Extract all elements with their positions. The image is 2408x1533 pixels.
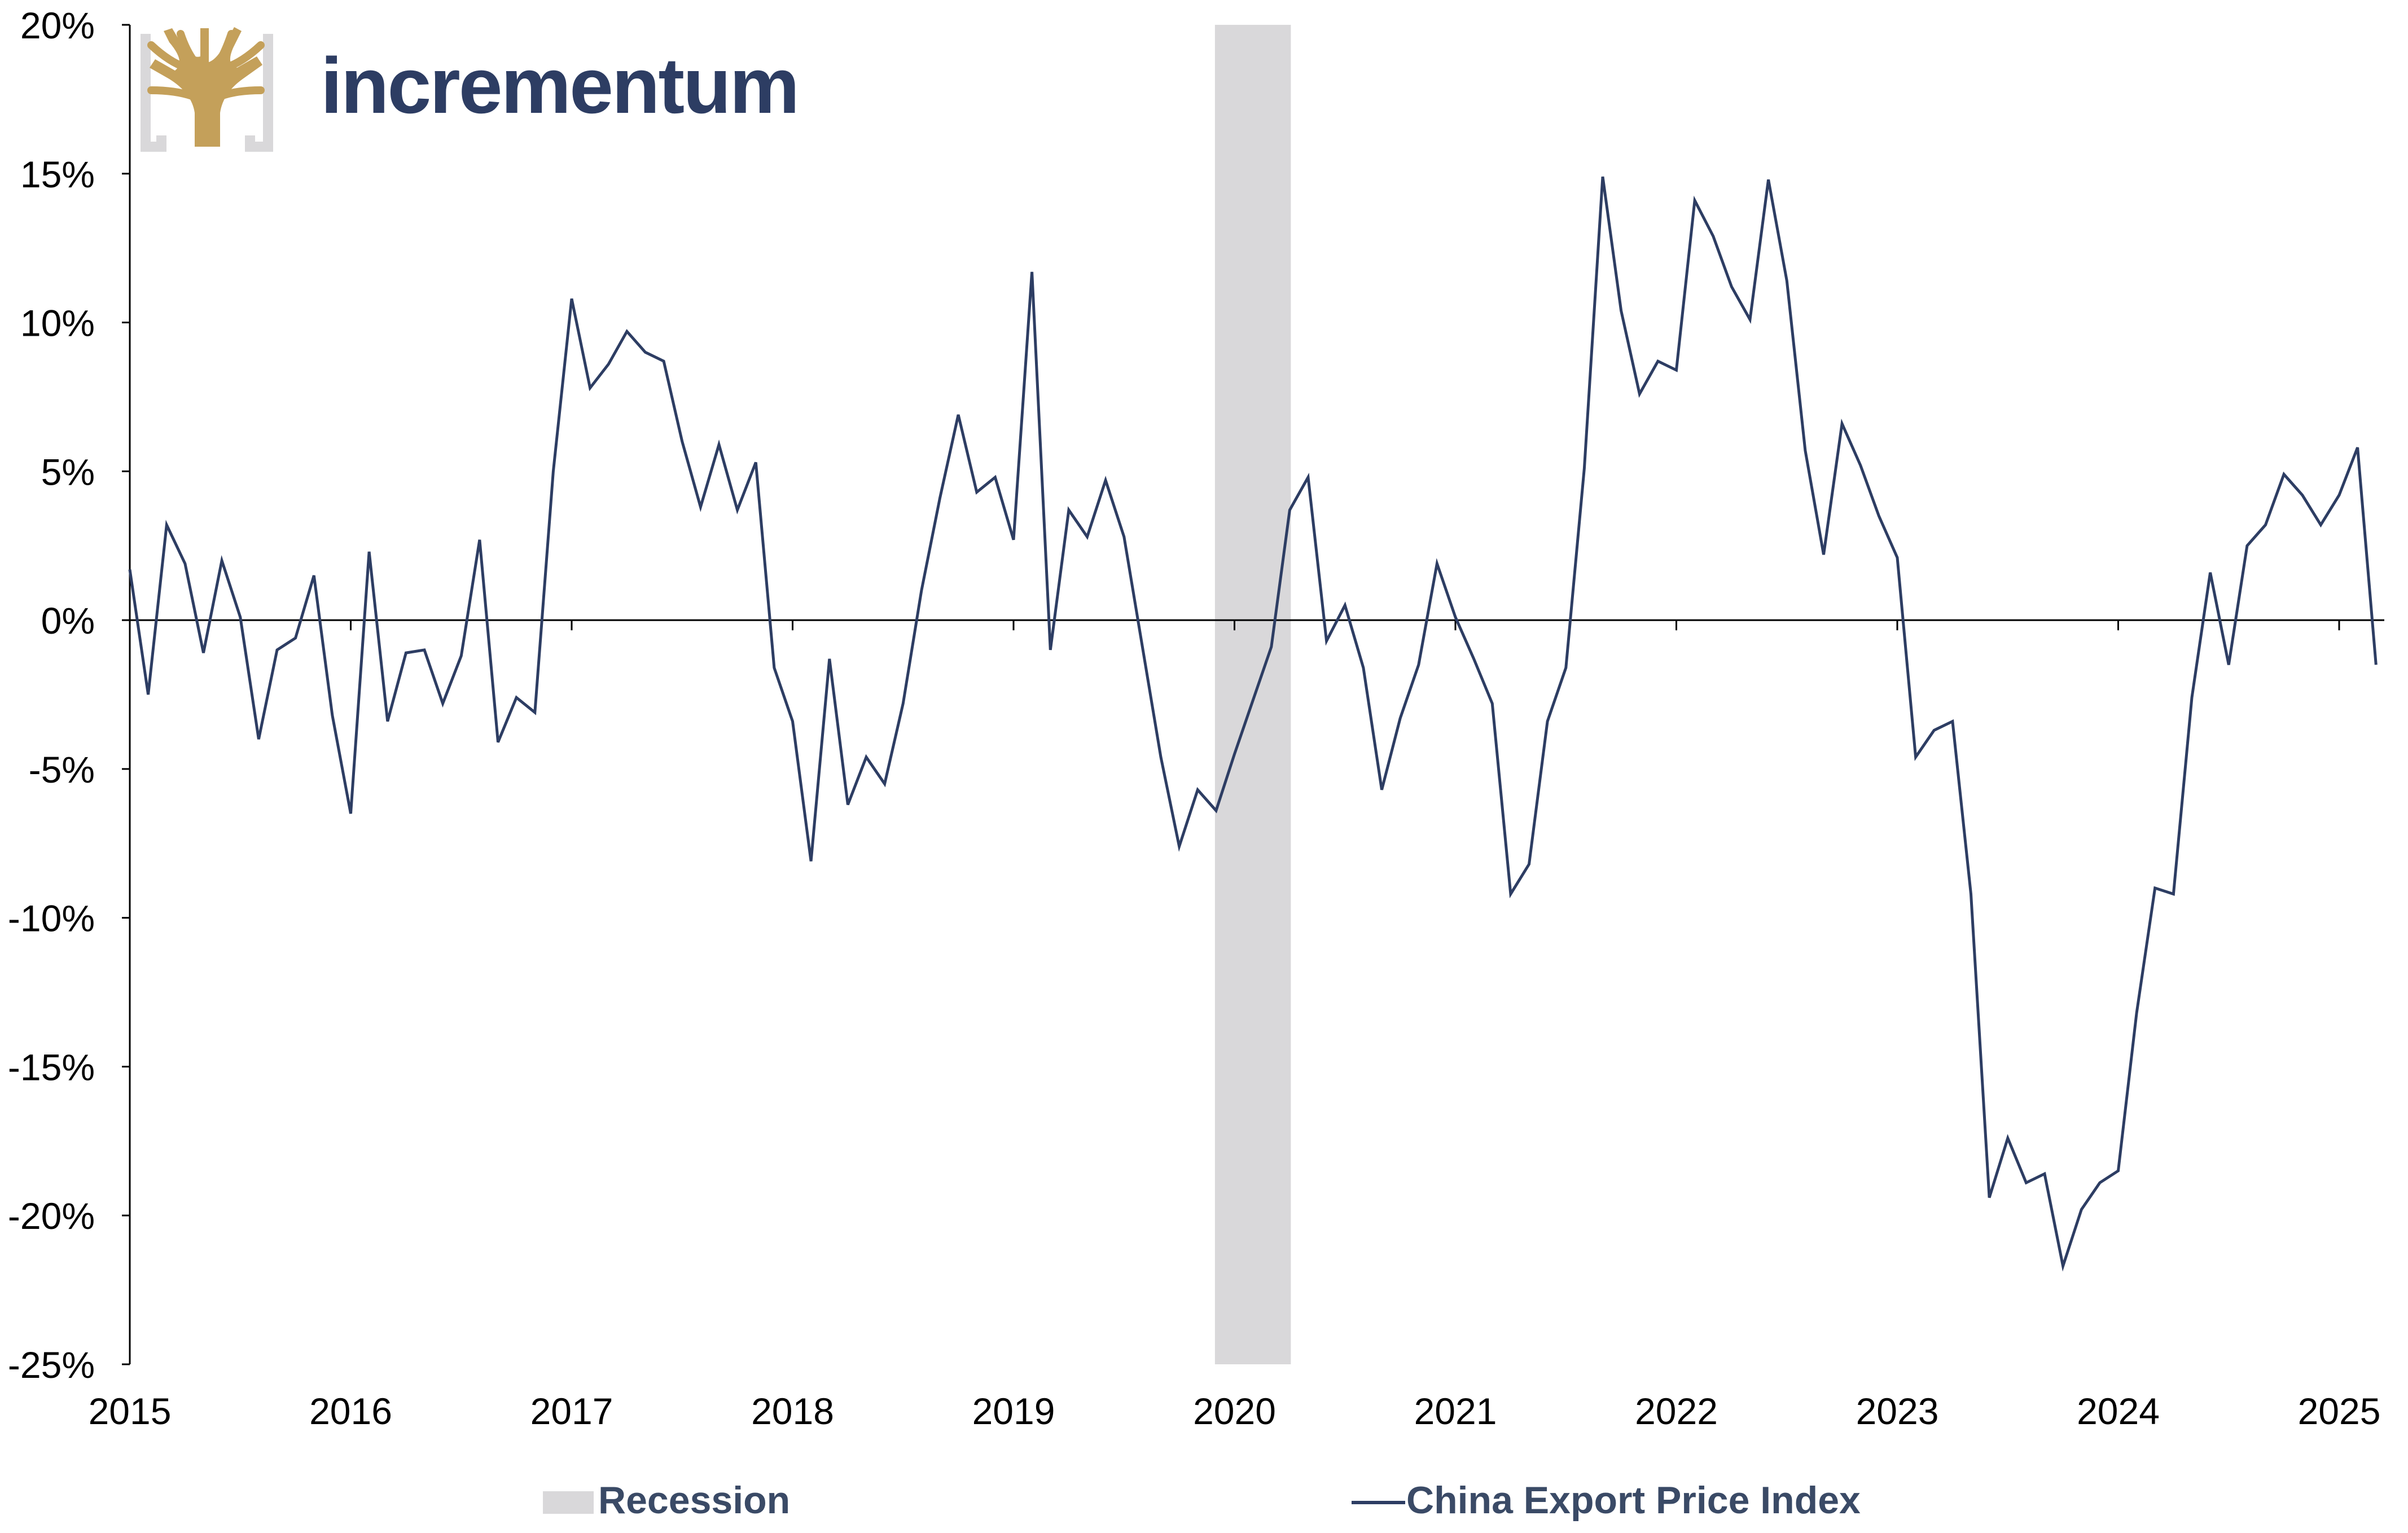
legend-recession-swatch bbox=[543, 1491, 594, 1514]
legend: Recession China Export Price Index bbox=[543, 1479, 1861, 1522]
x-tick-label: 2015 bbox=[89, 1390, 172, 1432]
y-tick-label: -20% bbox=[8, 1195, 95, 1237]
x-tick-label: 2020 bbox=[1193, 1390, 1276, 1432]
y-tick-label: 0% bbox=[41, 600, 95, 642]
x-tick-label: 2022 bbox=[1635, 1390, 1718, 1432]
logo-wordmark: incrementum bbox=[321, 41, 798, 130]
y-tick-label: 10% bbox=[20, 302, 95, 344]
y-tick-label: -15% bbox=[8, 1046, 95, 1088]
x-tick-label: 2023 bbox=[1856, 1390, 1939, 1432]
tree-logo-icon bbox=[141, 27, 273, 152]
x-tick-label: 2016 bbox=[309, 1390, 392, 1432]
axes bbox=[122, 24, 2384, 1365]
recession-band bbox=[1214, 25, 1291, 1364]
y-tick-label: -25% bbox=[8, 1344, 95, 1386]
y-tick-label: 5% bbox=[41, 451, 95, 493]
x-tick-label: 2018 bbox=[751, 1390, 834, 1432]
x-tick-label: 2019 bbox=[972, 1390, 1055, 1432]
legend-series-label: China Export Price Index bbox=[1406, 1479, 1861, 1522]
y-tick-label: 20% bbox=[20, 5, 95, 46]
x-tick-label: 2021 bbox=[1414, 1390, 1497, 1432]
recession-bands bbox=[1214, 25, 1291, 1364]
series-lines bbox=[128, 176, 2378, 1272]
x-tick-label: 2017 bbox=[530, 1390, 613, 1432]
tick-labels: -25% -20% -15% -10% -5% 0% 5% 10% 15% 20% 2015 2016… bbox=[8, 5, 2380, 1432]
x-tick-label: 2024 bbox=[2077, 1390, 2160, 1432]
incrementum-logo: incrementum bbox=[141, 27, 800, 152]
y-tick-label: -10% bbox=[8, 898, 95, 939]
y-tick-label: 15% bbox=[20, 153, 95, 195]
x-tick-label: 2025 bbox=[2298, 1390, 2381, 1432]
y-tick-label: -5% bbox=[29, 749, 95, 790]
legend-recession-label: Recession bbox=[598, 1479, 790, 1522]
